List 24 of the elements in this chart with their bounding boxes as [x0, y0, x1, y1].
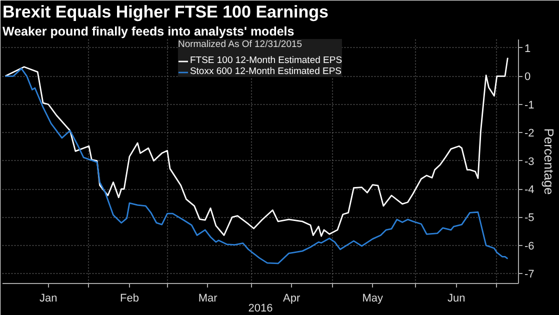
- y-tick-label: 0: [524, 71, 531, 84]
- legend-label: FTSE 100 12-Month Estimated EPS: [190, 55, 342, 66]
- x-tick-label: Apr: [283, 292, 300, 304]
- legend-label: Stoxx 600 12-Month Estimated EPS: [190, 66, 342, 77]
- y-tick-label: -5: [524, 212, 534, 224]
- text: 2016: [248, 302, 273, 314]
- y-tick-label: -7: [524, 268, 534, 281]
- y-tick-label: -2: [524, 128, 534, 140]
- line-series: [4, 68, 508, 264]
- y-tick-label: 1: [524, 42, 531, 55]
- y-tick-label: -6: [524, 240, 534, 252]
- x-tick-label: Jan: [40, 292, 58, 304]
- x-tick-label: Mar: [198, 292, 218, 304]
- line-series: [4, 57, 508, 237]
- chart-title: Brexit Equals Higher FTSE 100 Earnings: [2, 2, 328, 22]
- x-tick-label: May: [362, 292, 384, 304]
- x-tick-label: Jun: [447, 292, 466, 304]
- chart-subtitle: Weaker pound finally feeds into analysts' models: [2, 24, 294, 38]
- y-tick-label: -4: [524, 184, 534, 196]
- legend-title: Normalized As Of 12/31/2015: [178, 39, 304, 50]
- y-tick-label: -3: [524, 156, 534, 168]
- x-tick-label: Feb: [120, 292, 139, 304]
- y-tick-label: -1: [524, 99, 534, 112]
- y-axis-title: Percentage: [541, 128, 556, 195]
